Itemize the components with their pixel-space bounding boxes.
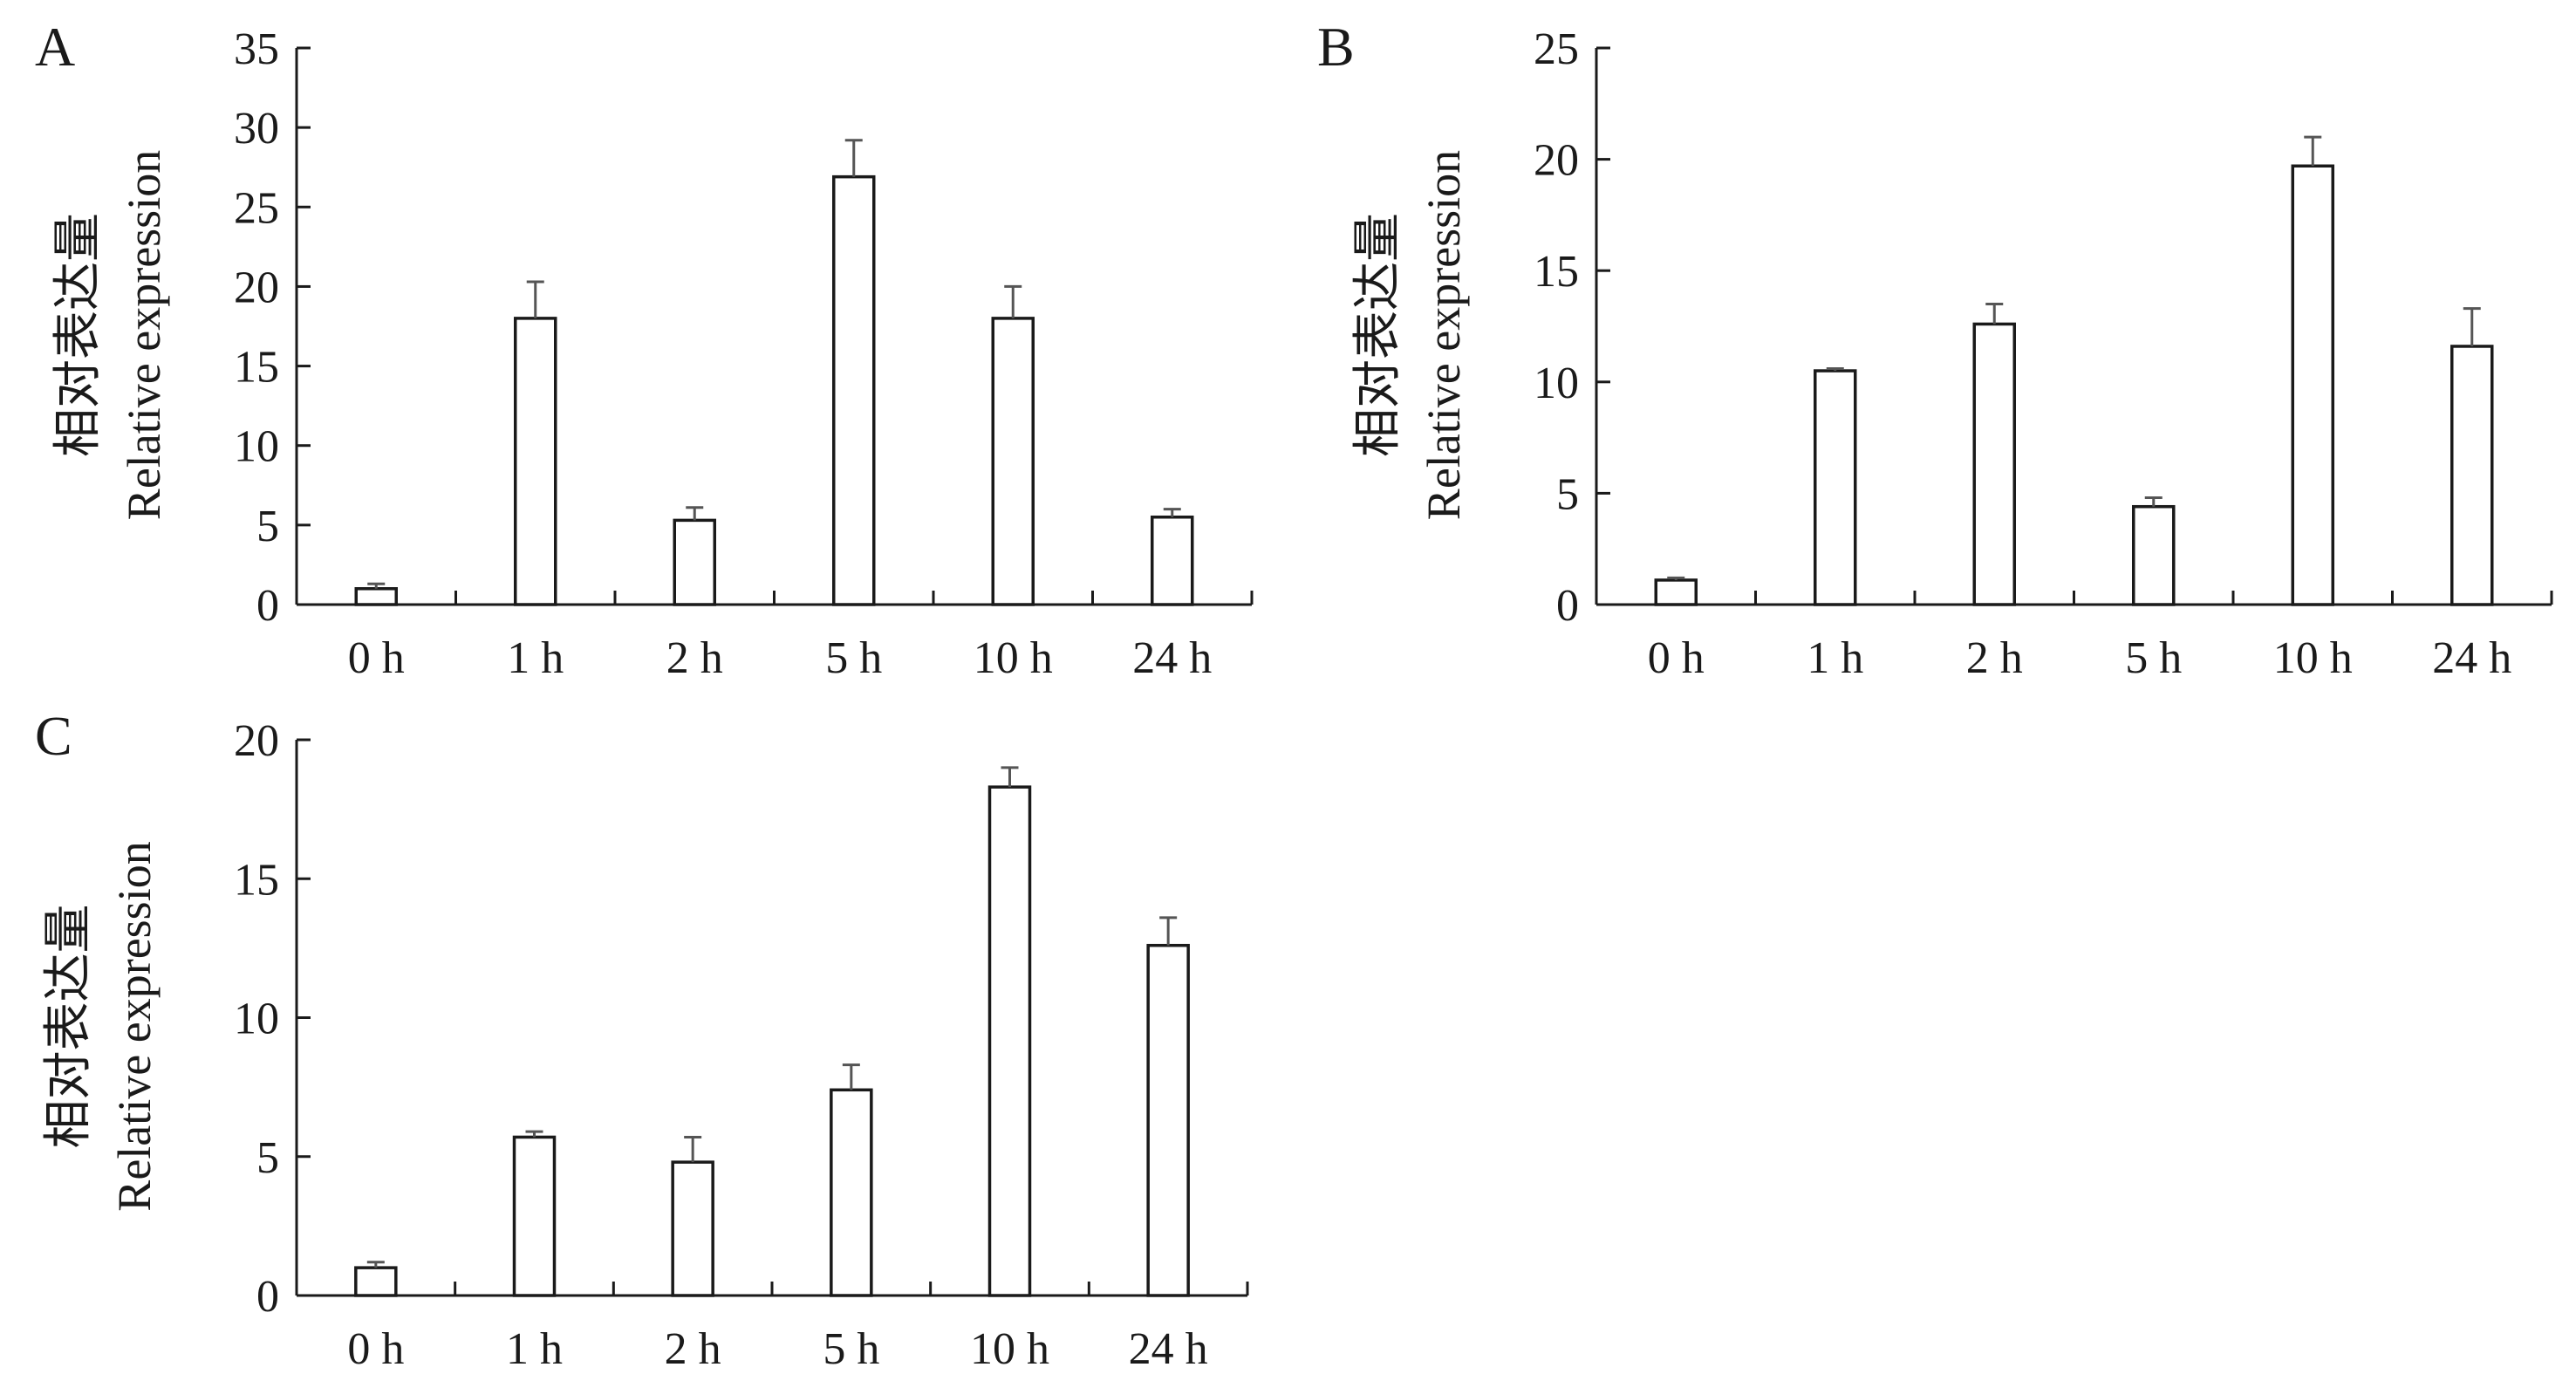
bar-2h [673, 518, 716, 606]
y-tick-label: 5 [256, 1133, 279, 1183]
x-tick-label: 5 h [825, 633, 882, 683]
x-tick-label: 10 h [970, 1324, 1049, 1374]
y-tick-label: 0 [256, 1272, 279, 1322]
y-tick-label: 0 [1556, 581, 1579, 631]
y-axis-label-cn: 相对表达量 [51, 213, 106, 457]
chart-panel-a: A 0 5 10 15 20 25 30 35 0 h 1 h 2 h 5 h 10 h 24 h 相对表达量… [35, 16, 1254, 683]
y-tick-label: 0 [256, 581, 279, 631]
y-tick-label: 35 [234, 24, 279, 74]
chart-panel-c: C 0 5 10 15 20 0 h 1 h 2 h 5 h 10 h 24 h 相对表达量 Relati… [35, 705, 1249, 1374]
x-tick-label: 24 h [1132, 633, 1212, 683]
bar-0h [354, 587, 398, 606]
y-tick-label: 15 [234, 855, 279, 905]
y-tick-label: 20 [234, 263, 279, 312]
x-tick-label: 0 h [1648, 633, 1705, 683]
y-tick-label: 20 [234, 716, 279, 766]
chart-panel-b: B 0 5 10 15 20 25 0 h 1 h 2 h 5 h 10 h 24 h 相对表达量 Rela… [1317, 16, 2553, 683]
x-tick-label: 1 h [507, 633, 564, 683]
bar-1h [512, 1135, 557, 1297]
bar-0h [1654, 578, 1698, 606]
bar-5h [832, 174, 876, 606]
y-tick-label: 20 [1534, 136, 1579, 186]
x-tick-label: 1 h [1807, 633, 1863, 683]
y-tick-label: 10 [234, 995, 279, 1044]
y-tick-label: 10 [1534, 359, 1579, 408]
bar-0h [354, 1266, 398, 1297]
y-tick-label: 5 [1556, 469, 1579, 519]
y-axis-label-cn: 相对表达量 [1351, 213, 1405, 457]
x-tick-label: 10 h [974, 633, 1053, 683]
bar-24h [2450, 345, 2494, 606]
x-tick-label: 2 h [666, 633, 723, 683]
y-axis-label: Relative expression [118, 150, 170, 520]
y-axis-label: Relative expression [108, 841, 161, 1211]
bar-1h [1814, 369, 1857, 606]
y-tick-label: 30 [234, 104, 279, 154]
y-tick-label: 15 [1534, 247, 1579, 297]
panel-label: A [35, 16, 75, 78]
panel-label: C [35, 705, 72, 767]
x-tick-label: 24 h [1129, 1324, 1208, 1374]
y-tick-label: 15 [234, 343, 279, 393]
panel-label: B [1317, 16, 1355, 78]
bar-10h [991, 317, 1035, 606]
bar-10h [987, 785, 1032, 1297]
bar-10h [2291, 164, 2334, 606]
bar-5h [830, 1088, 873, 1297]
x-tick-label: 2 h [665, 1324, 721, 1374]
y-axis-label-cn: 相对表达量 [42, 905, 96, 1149]
bar-5h [2132, 504, 2176, 606]
x-tick-label: 5 h [823, 1324, 879, 1374]
x-tick-label: 0 h [347, 1324, 404, 1374]
x-tick-label: 5 h [2125, 633, 2182, 683]
x-tick-label: 1 h [506, 1324, 563, 1374]
x-tick-label: 2 h [1966, 633, 2023, 683]
y-tick-label: 25 [1534, 24, 1579, 74]
bar-1h [514, 317, 557, 606]
y-tick-label: 25 [234, 183, 279, 233]
x-tick-label: 10 h [2273, 633, 2353, 683]
y-axis-label: Relative expression [1418, 150, 1470, 520]
x-tick-label: 24 h [2432, 633, 2511, 683]
bar-2h [1972, 322, 2016, 606]
bar-2h [671, 1160, 714, 1297]
bar-24h [1146, 943, 1190, 1297]
y-tick-label: 5 [256, 502, 279, 551]
x-tick-label: 0 h [348, 633, 405, 683]
bar-24h [1151, 515, 1194, 606]
y-tick-label: 10 [234, 422, 279, 472]
